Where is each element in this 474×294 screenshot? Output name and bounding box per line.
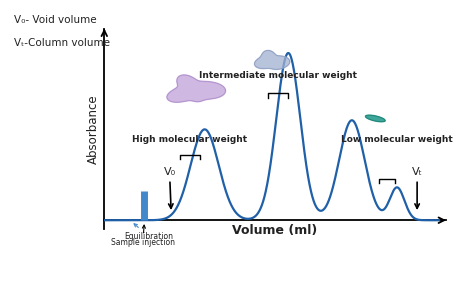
Polygon shape xyxy=(167,75,226,102)
Text: V₀: V₀ xyxy=(164,167,175,208)
Text: Vₜ-Column volume: Vₜ-Column volume xyxy=(14,38,110,48)
Text: V₀- Void volume: V₀- Void volume xyxy=(14,15,97,25)
Y-axis label: Absorbance: Absorbance xyxy=(87,95,100,164)
Text: Low molecular weight: Low molecular weight xyxy=(341,135,453,144)
Polygon shape xyxy=(365,115,385,122)
X-axis label: Volume (ml): Volume (ml) xyxy=(232,224,318,237)
Text: Equilibration: Equilibration xyxy=(124,224,173,241)
Text: High molecular weight: High molecular weight xyxy=(132,135,247,144)
Text: Sample injection: Sample injection xyxy=(111,225,175,248)
Text: Intermediate molecular weight: Intermediate molecular weight xyxy=(199,71,357,80)
Text: Vₜ: Vₜ xyxy=(412,167,422,208)
Polygon shape xyxy=(255,51,290,69)
